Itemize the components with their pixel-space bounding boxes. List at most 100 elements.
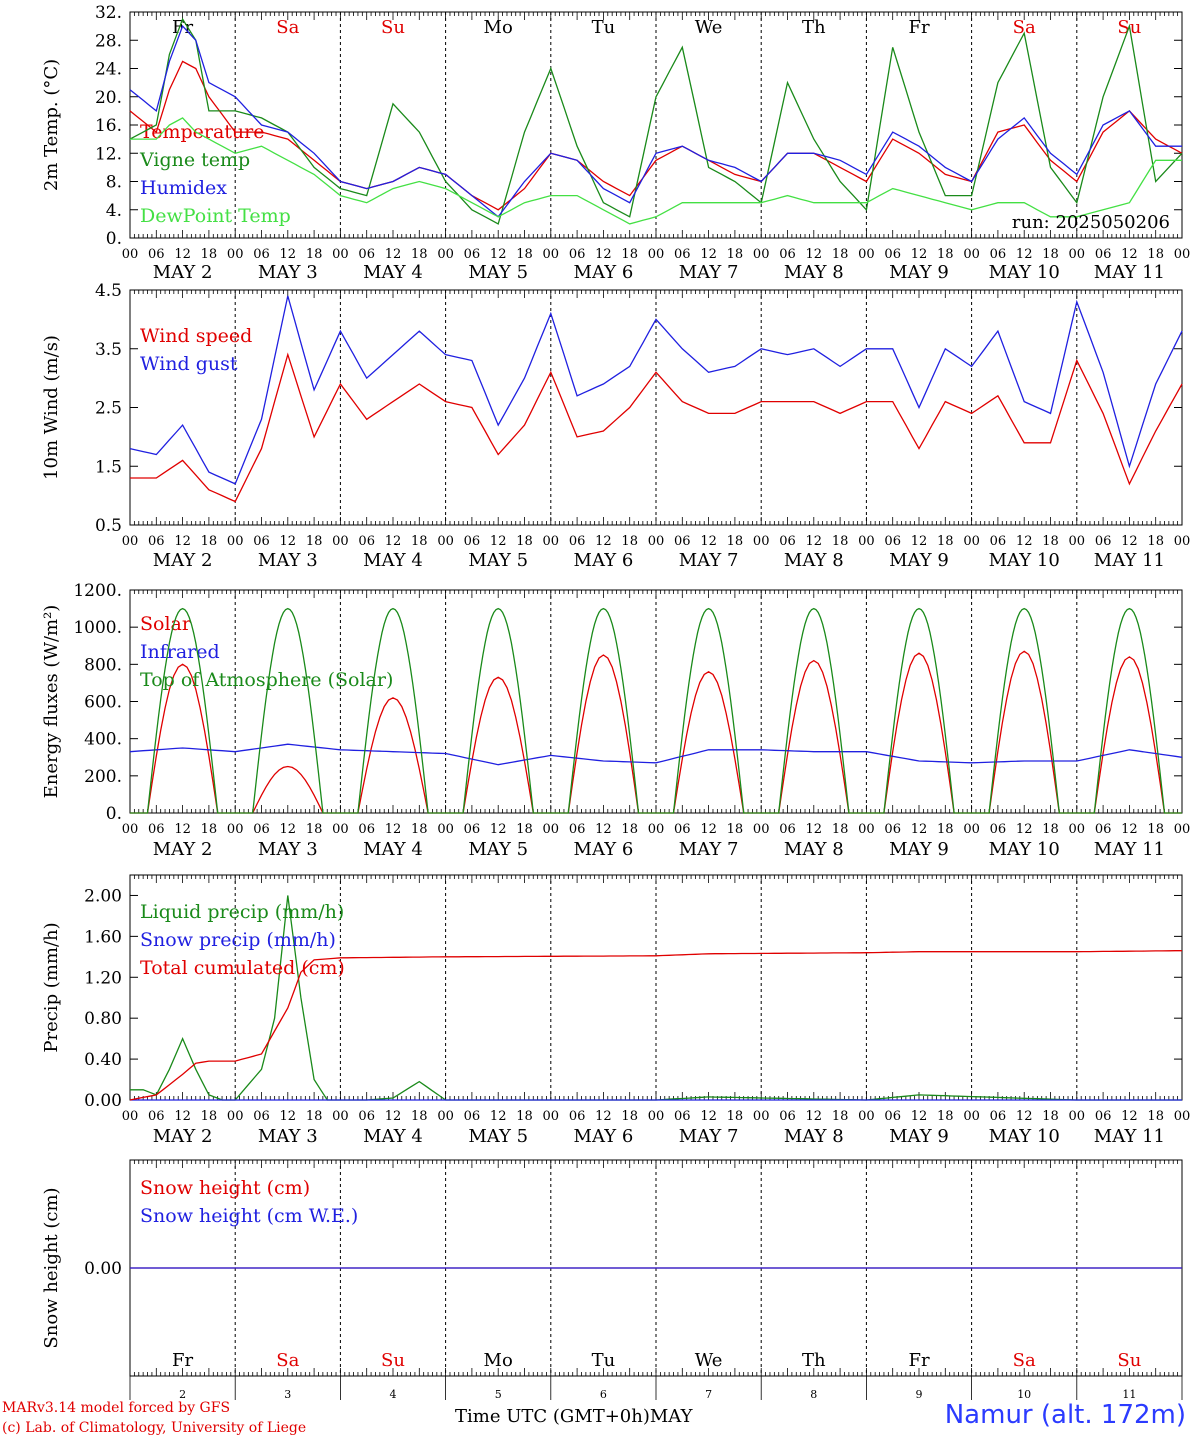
panel2-hour-tick-label: 18 [411,534,428,549]
panel1-hour-tick-label: 18 [832,247,849,262]
panel4-hour-tick-label: 00 [753,1109,770,1124]
panel4-hour-tick-label: 06 [569,1109,586,1124]
panel1-date-label: MAY 7 [679,262,739,283]
panel4-y-tick-label: 1.20 [84,968,122,988]
panel1-hour-tick-label: 12 [174,247,191,262]
panel3-hour-tick-label: 06 [358,822,375,837]
panel4-hour-tick-label: 12 [1121,1109,1138,1124]
panel1-hour-tick-label: 18 [411,247,428,262]
panel2-hour-tick-label: 06 [464,534,481,549]
panel3-date-label: MAY 8 [784,839,844,860]
panel2-hour-tick-label: 00 [227,534,244,549]
panel4-hour-tick-label: 18 [1042,1109,1059,1124]
panel2-hour-tick-label: 06 [1095,534,1112,549]
panel2-date-label: MAY 6 [574,550,634,571]
panel1-y-tick-label: 20. [95,88,122,108]
panel3-hour-tick-label: 18 [832,822,849,837]
panel1-date-label: MAY 6 [574,262,634,283]
panel2-hour-tick-label: 12 [911,534,928,549]
panel2-hour-tick-label: 18 [1042,534,1059,549]
panel3-hour-tick-label: 12 [1121,822,1138,837]
panel4-hour-tick-label: 00 [332,1109,349,1124]
panel4-hour-tick-label: 12 [1016,1109,1033,1124]
panel3-frame [129,589,1183,814]
panel2-series-line [130,352,1183,503]
panel3-legend-entry: Infrared [140,641,220,663]
panel2-legend-entry: Wind speed [140,325,252,347]
bottom-day-number: 4 [390,1388,397,1401]
panel3-hour-tick-label: 00 [332,822,349,837]
panel2-date-label: MAY 4 [363,550,423,571]
panel3-hour-tick-label: 18 [621,822,638,837]
panel3-hour-tick-label: 06 [674,822,691,837]
panel4-y-tick-label: 0.00 [84,1091,122,1111]
bottom-day-number: 10 [1017,1388,1031,1401]
panel1-hour-tick-label: 18 [1147,247,1164,262]
panel4-hour-tick-label: 06 [674,1109,691,1124]
panel3-hour-tick-label: 00 [858,822,875,837]
panel2-hour-tick-label: 06 [253,534,270,549]
panel2-date-label: MAY 3 [258,550,318,571]
panel1-hour-tick-label: 00 [1174,247,1191,262]
panel3-hour-tick-label: 18 [1147,822,1164,837]
panel1-x-ticks [129,12,1183,238]
bottom-weekday-label: Su [381,1350,405,1371]
panel1-hour-tick-label: 06 [884,247,901,262]
panel2-y-axis-label: 10m Wind (m/s) [41,335,62,480]
panel4-hour-tick-label: 18 [727,1109,744,1124]
panel4-y-tick-label: 1.60 [84,927,122,947]
panel2-hour-tick-label: 06 [990,534,1007,549]
panel1-hour-tick-label: 00 [543,247,560,262]
bottom-day-number: 6 [600,1388,607,1401]
panel3-hour-tick-label: 06 [779,822,796,837]
panel1-legend-entry: DewPoint Temp [140,205,291,227]
credit-line-2: (c) Lab. of Climatology, University of L… [2,1420,307,1436]
panel1-date-label: MAY 9 [889,262,949,283]
panel4-legend-entry: Total cumulated (cm) [140,957,345,979]
panel4-hour-tick-label: 12 [700,1109,717,1124]
panel3-x-ticks [129,590,1183,813]
panel3-legend-entry: Top of Atmosphere (Solar) [140,669,393,691]
panel1-hour-tick-label: 12 [1121,247,1138,262]
panel2-y-tick-label: 0.5 [95,516,122,536]
panel4-hour-tick-label: 00 [437,1109,454,1124]
panel5-x-ticks [129,1160,1183,1376]
panel4-hour-tick-label: 12 [911,1109,928,1124]
panel2-date-label: MAY 10 [989,550,1060,571]
panel1-hour-tick-label: 00 [122,247,139,262]
panel4-hour-tick-label: 18 [201,1109,218,1124]
panel1-hour-tick-label: 06 [358,247,375,262]
panel4-hour-tick-label: 06 [779,1109,796,1124]
panel1-legend-entry: Humidex [140,177,227,199]
panel3-series-line [130,607,1182,814]
panel3-hour-tick-label: 12 [280,822,297,837]
panel1-hour-tick-label: 12 [1016,247,1033,262]
panel3-y-tick-label: 200. [84,767,122,787]
panel4-hour-tick-label: 06 [358,1109,375,1124]
panel1-hour-tick-label: 06 [253,247,270,262]
panel3-legend-entry: Solar [140,613,192,635]
panel2-hour-tick-label: 12 [280,534,297,549]
panel3-hour-tick-label: 12 [911,822,928,837]
panel3-hour-tick-label: 06 [884,822,901,837]
panel4-date-label: MAY 2 [153,1126,213,1147]
panel3-hour-tick-label: 00 [437,822,454,837]
panel1-y-tick-label: 4. [106,201,122,221]
panel4-hour-tick-label: 12 [595,1109,612,1124]
weekday-label: Sa [276,17,299,38]
panel2-hour-tick-label: 00 [963,534,980,549]
panel4-date-label: MAY 5 [468,1126,528,1147]
panel1-y-tick-label: 24. [95,60,122,80]
panel1-hour-tick-label: 00 [437,247,454,262]
panel1-hour-tick-label: 00 [648,247,665,262]
panel3-hour-tick-label: 12 [174,822,191,837]
panel1-y-axis-label: 2m Temp. (°C) [41,59,62,191]
panel1-date-label: MAY 3 [258,262,318,283]
bottom-day-number: 2 [179,1388,186,1401]
panel3-hour-tick-label: 06 [464,822,481,837]
panel1-y-tick-label: 16. [95,116,122,136]
panel2-y-tick-label: 3.5 [95,340,122,360]
panel2-date-label: MAY 7 [679,550,739,571]
panel3-hour-tick-label: 00 [1174,822,1191,837]
panel1-date-label: MAY 11 [1094,262,1165,283]
